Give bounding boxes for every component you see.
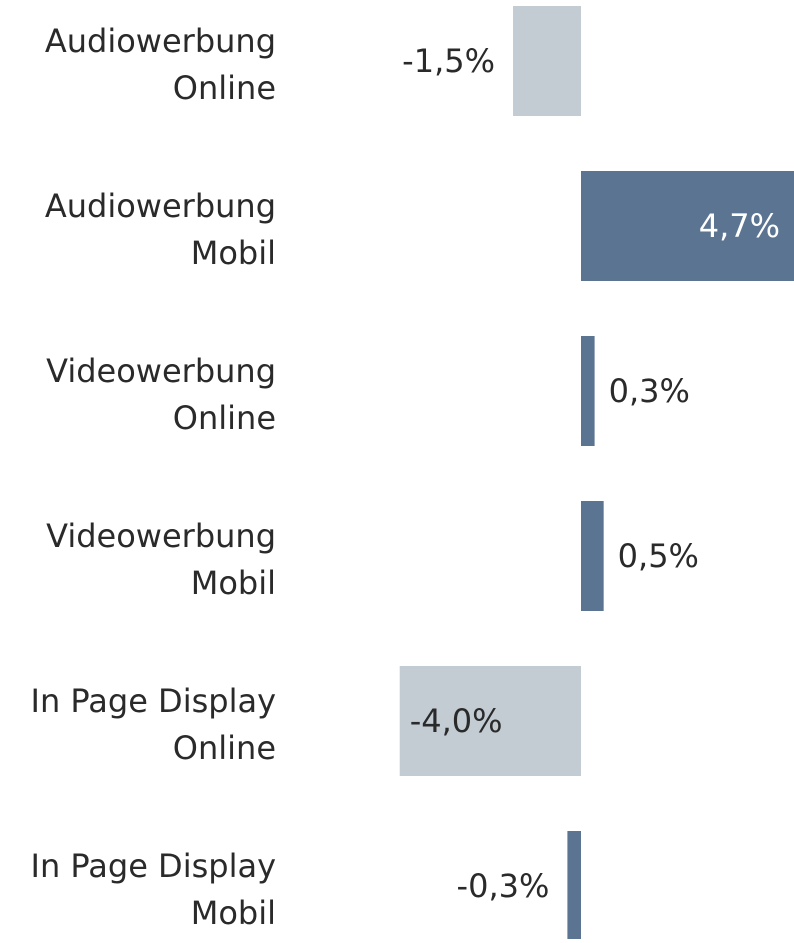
bar xyxy=(581,171,794,281)
category-label: Mobil xyxy=(191,234,276,272)
category-label: Videowerbung xyxy=(46,517,276,555)
category-label: Online xyxy=(173,69,276,107)
bar xyxy=(567,831,581,941)
category-label: Audiowerbung xyxy=(45,22,276,60)
value-label: 0,3% xyxy=(609,372,690,410)
value-label: 4,7% xyxy=(699,207,780,245)
value-label: -4,0% xyxy=(410,702,503,740)
value-label: 0,5% xyxy=(618,537,699,575)
category-label: In Page Display xyxy=(31,847,276,885)
category-label: Mobil xyxy=(191,564,276,602)
category-label: Audiowerbung xyxy=(45,187,276,225)
bar xyxy=(581,336,595,446)
category-label: Online xyxy=(173,729,276,767)
bar xyxy=(581,501,604,611)
bar xyxy=(513,6,581,116)
value-label: -0,3% xyxy=(457,867,550,905)
category-label: In Page Display xyxy=(31,682,276,720)
category-label: Videowerbung xyxy=(46,352,276,390)
category-label: Online xyxy=(173,399,276,437)
value-label: -1,5% xyxy=(402,42,495,80)
category-label: Mobil xyxy=(191,894,276,932)
bar xyxy=(399,666,581,776)
